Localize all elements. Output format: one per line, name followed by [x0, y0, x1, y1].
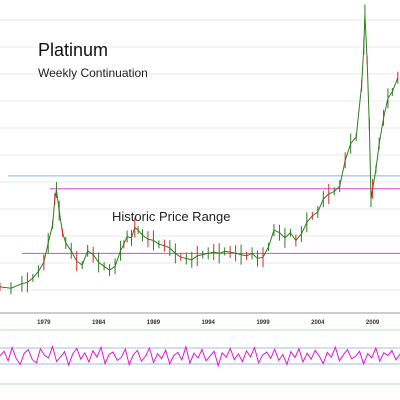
chart-subtitle: Weekly Continuation	[38, 66, 148, 80]
chart-title: Platinum	[38, 40, 108, 60]
x-tick-label: 2004	[311, 320, 325, 326]
price-grid	[0, 19, 400, 291]
oscillator-panel	[0, 329, 400, 385]
historic-range-annotation: Historic Price Range	[112, 209, 231, 224]
x-axis: 1979 1984 1989 1994 1999 2004 2009	[0, 312, 400, 326]
oscillator-line	[0, 344, 400, 368]
price-panel: Platinum Weekly Continuation Historic Pr…	[0, 4, 400, 295]
x-tick-label: 1989	[147, 320, 161, 326]
x-tick-label: 1979	[37, 320, 51, 326]
price-levels	[8, 175, 400, 254]
price-line	[0, 14, 399, 289]
x-tick-label: 2009	[366, 320, 380, 326]
x-tick-labels: 1979 1984 1989 1994 1999 2004 2009	[37, 320, 380, 326]
x-tick-label: 1994	[202, 320, 216, 326]
price-bars	[0, 4, 399, 295]
oscillator-grid	[0, 329, 400, 385]
x-tick-label: 1999	[256, 320, 270, 326]
x-tick-label: 1984	[92, 320, 106, 326]
